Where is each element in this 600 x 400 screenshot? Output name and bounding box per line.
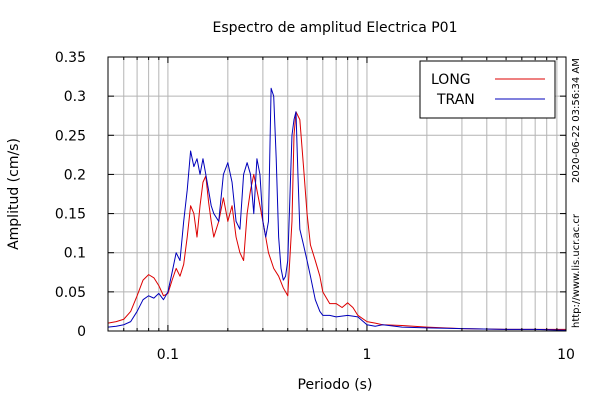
legend-label-tran: TRAN xyxy=(436,92,475,108)
y-tick-label: 0.15 xyxy=(55,207,86,223)
y-tick-label: 0 xyxy=(77,324,86,340)
x-tick-label: 0.1 xyxy=(157,347,179,363)
legend-box xyxy=(419,60,556,119)
axis-ticks: 0 0.05 0.1 0.15 0.2 0.25 0.3 0.35 0.1 1 10 xyxy=(55,50,575,363)
series-lines xyxy=(107,87,567,331)
legend: LONG TRAN xyxy=(419,60,556,119)
y-tick-label: 0.35 xyxy=(55,50,86,66)
x-tick-label: 10 xyxy=(557,347,575,363)
legend-label-long: LONG xyxy=(431,72,471,88)
y-tick-label: 0.05 xyxy=(55,285,86,301)
url-text: http://www.lis.ucr.ac.cr xyxy=(571,213,582,328)
timestamp-text: 2020-06-22 03:56:34 AM xyxy=(571,58,582,183)
x-axis-label: Periodo (s) xyxy=(298,377,373,393)
y-tick-label: 0.2 xyxy=(64,167,86,183)
y-tick-label: 0.25 xyxy=(55,128,86,144)
y-tick-label: 0.1 xyxy=(64,246,86,262)
y-axis-label: Amplitud (cm/s) xyxy=(6,138,22,250)
x-tick-label: 1 xyxy=(362,347,371,363)
series-line-tran xyxy=(107,87,567,331)
chart-title: Espectro de amplitud Electrica P01 xyxy=(213,20,458,36)
y-tick-label: 0.3 xyxy=(64,89,86,105)
plot-frame xyxy=(107,56,567,332)
